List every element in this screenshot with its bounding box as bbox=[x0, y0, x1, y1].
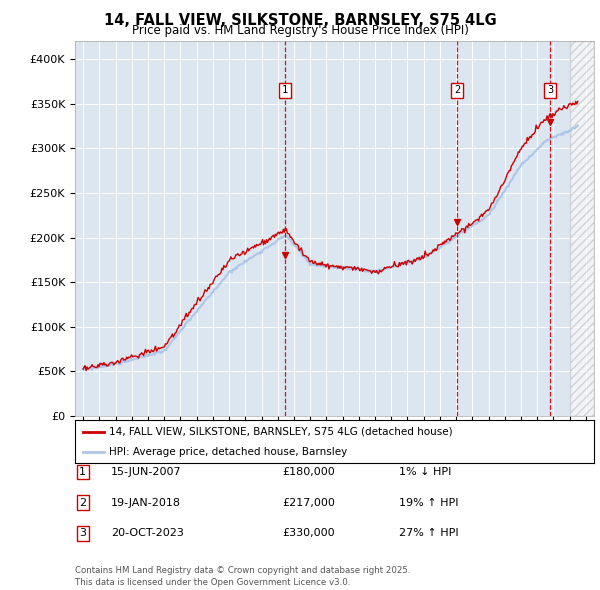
Text: 3: 3 bbox=[79, 529, 86, 538]
Text: 2: 2 bbox=[79, 498, 86, 507]
Text: £180,000: £180,000 bbox=[282, 467, 335, 477]
Text: 3: 3 bbox=[547, 86, 553, 96]
Text: 27% ↑ HPI: 27% ↑ HPI bbox=[399, 529, 458, 538]
Text: 14, FALL VIEW, SILKSTONE, BARNSLEY, S75 4LG (detached house): 14, FALL VIEW, SILKSTONE, BARNSLEY, S75 … bbox=[109, 427, 452, 437]
Text: 19% ↑ HPI: 19% ↑ HPI bbox=[399, 498, 458, 507]
Text: 14, FALL VIEW, SILKSTONE, BARNSLEY, S75 4LG: 14, FALL VIEW, SILKSTONE, BARNSLEY, S75 … bbox=[104, 13, 496, 28]
Text: 19-JAN-2018: 19-JAN-2018 bbox=[111, 498, 181, 507]
Text: HPI: Average price, detached house, Barnsley: HPI: Average price, detached house, Barn… bbox=[109, 447, 347, 457]
Text: £330,000: £330,000 bbox=[282, 529, 335, 538]
Text: 15-JUN-2007: 15-JUN-2007 bbox=[111, 467, 182, 477]
Text: 1: 1 bbox=[282, 86, 289, 96]
Bar bbox=[569, 41, 594, 416]
Text: 1: 1 bbox=[79, 467, 86, 477]
Text: 2: 2 bbox=[454, 86, 460, 96]
Text: 1% ↓ HPI: 1% ↓ HPI bbox=[399, 467, 451, 477]
Text: Price paid vs. HM Land Registry's House Price Index (HPI): Price paid vs. HM Land Registry's House … bbox=[131, 24, 469, 37]
Text: 20-OCT-2023: 20-OCT-2023 bbox=[111, 529, 184, 538]
Text: Contains HM Land Registry data © Crown copyright and database right 2025.
This d: Contains HM Land Registry data © Crown c… bbox=[75, 566, 410, 587]
Text: £217,000: £217,000 bbox=[282, 498, 335, 507]
